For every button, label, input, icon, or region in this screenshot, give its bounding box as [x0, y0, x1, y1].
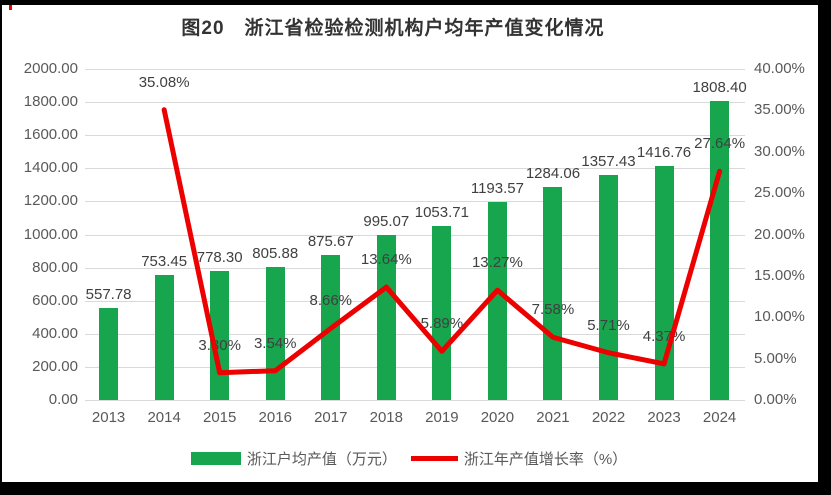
bar-2019	[432, 225, 452, 400]
rate-value-label: 27.64%	[694, 135, 746, 153]
bottom-border	[0, 482, 831, 495]
x-axis-tick-label: 2017	[314, 409, 348, 426]
y-axis-left-tick-label: 400.00	[32, 324, 78, 342]
y-axis-left-tick-label: 1200.00	[23, 192, 78, 210]
rate-value-label: 5.89%	[420, 315, 464, 333]
bar-2021	[543, 187, 563, 400]
gridline	[85, 234, 745, 236]
line-series-label: 浙江年产值增长率（%）	[463, 450, 628, 468]
x-axis-tick-label: 2013	[91, 409, 126, 426]
bar-2020	[487, 202, 507, 400]
x-axis-tick-label: 2023	[647, 409, 681, 426]
y-axis-right-tick-label: 0.00%	[754, 391, 797, 408]
y-axis-left-tick-label: 2000.00	[23, 60, 78, 77]
x-axis-tick-label: 2014	[147, 409, 181, 426]
y-axis-right-tick-label: 15.00%	[754, 266, 805, 284]
gridline	[85, 69, 745, 70]
bar-2022	[599, 175, 618, 400]
x-axis-tick-label: 2016	[258, 409, 292, 426]
y-axis-right-tick-label: 20.00%	[754, 225, 805, 243]
y-axis-right-tick-label: 30.00%	[754, 142, 805, 160]
bar-2016	[265, 266, 285, 400]
y-axis-left-tick-label: 0.00	[48, 391, 78, 408]
gridline	[85, 102, 745, 104]
bar-value-label: 875.67	[307, 233, 354, 251]
y-axis-right-tick-label: 5.00%	[754, 349, 797, 367]
bar-series-label: 浙江户均产值（万元）	[246, 450, 397, 468]
gridline	[85, 400, 745, 401]
y-axis-left-tick-label: 800.00	[32, 258, 78, 276]
rate-value-label: 8.66%	[309, 292, 353, 310]
bar-value-label: 1053.71	[414, 203, 469, 221]
x-axis-tick-label: 2018	[369, 409, 403, 426]
bar-2013	[99, 307, 119, 400]
gridline	[85, 300, 745, 302]
y-axis-left-tick-label: 200.00	[32, 357, 78, 375]
x-axis-tick-label: 2022	[591, 409, 626, 426]
bar-2015	[210, 271, 230, 400]
bar-series-swatch	[190, 451, 241, 465]
y-axis-right-tick-label: 10.00%	[754, 308, 805, 326]
chart-title: 图20 浙江省检验检测机构户均年产值变化情况	[181, 18, 605, 39]
rate-value-label: 4.37%	[642, 327, 686, 345]
top-border	[0, 0, 831, 5]
y-axis-left-tick-label: 1600.00	[23, 126, 78, 144]
bar-2017	[321, 255, 341, 400]
x-axis-tick-label: 2021	[536, 409, 570, 426]
rate-value-label: 13.64%	[360, 251, 412, 269]
y-axis-right-tick-label: 40.00%	[754, 60, 805, 77]
y-axis-left-tick-label: 1400.00	[23, 159, 78, 177]
y-axis-right-tick-label: 25.00%	[754, 184, 805, 202]
x-axis-tick-label: 2019	[425, 409, 459, 426]
gridline	[85, 135, 745, 137]
x-axis-tick-label: 2015	[203, 409, 237, 426]
legend-item-bar-series: 浙江户均产值（万元）	[190, 448, 397, 469]
y-axis-left-tick-label: 1000.00	[23, 225, 78, 243]
bar-value-label: 1808.40	[692, 78, 747, 96]
rate-value-label: 13.27%	[471, 254, 523, 272]
rate-value-label: 3.54%	[253, 334, 297, 352]
bar-2023	[654, 165, 674, 400]
left-border	[0, 0, 2, 495]
rate-value-label: 35.08%	[138, 73, 190, 91]
line-series-swatch	[410, 455, 458, 461]
y-axis-left-tick-label: 600.00	[32, 291, 78, 309]
bar-value-label: 557.78	[85, 285, 132, 303]
gridline	[85, 366, 745, 368]
legend-item-line-series: 浙江年产值增长率（%）	[410, 448, 628, 469]
x-axis-tick-label: 2020	[480, 409, 515, 426]
right-border	[818, 0, 831, 495]
chart-legend: 浙江户均产值（万元） 浙江年产值增长率（%）	[0, 448, 818, 468]
x-axis-tick-label: 2024	[702, 409, 737, 426]
red-artifact-mark	[9, 5, 12, 10]
y-axis-left-tick-label: 1800.00	[23, 93, 78, 111]
gridline	[85, 201, 745, 203]
y-axis-right-tick-label: 35.00%	[754, 101, 805, 119]
bar-2014	[154, 275, 174, 400]
